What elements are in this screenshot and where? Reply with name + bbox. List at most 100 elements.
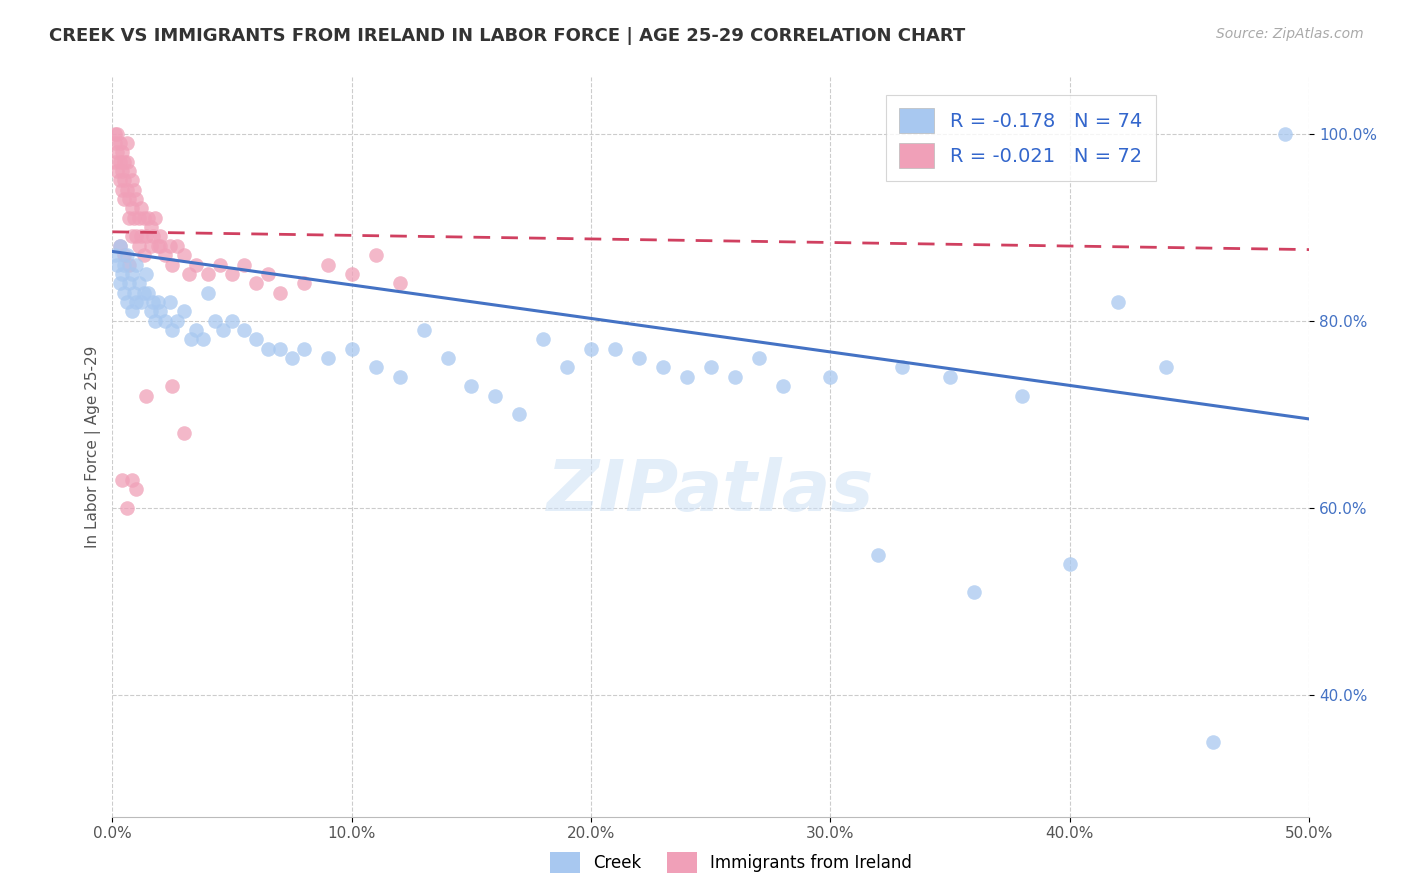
Point: [121, 173, 143, 187]
Point: [108, 136, 131, 150]
Point: [186, 258, 208, 272]
Point: [245, 277, 267, 291]
Point: [139, 220, 162, 235]
Point: [388, 369, 411, 384]
Point: [146, 239, 169, 253]
Point: [121, 267, 143, 281]
Point: [257, 342, 280, 356]
Point: [145, 211, 167, 225]
Point: [132, 285, 155, 300]
Point: [153, 314, 176, 328]
Point: [142, 229, 165, 244]
Point: [257, 267, 280, 281]
Point: [146, 295, 169, 310]
Point: [197, 267, 219, 281]
Point: [211, 323, 233, 337]
Point: [115, 295, 138, 310]
Point: [340, 267, 363, 281]
Point: [460, 379, 482, 393]
Legend: R = -0.178   N = 74, R = -0.021   N = 72: R = -0.178 N = 74, R = -0.021 N = 72: [886, 95, 1156, 181]
Point: [118, 258, 141, 272]
Point: [135, 267, 157, 281]
Point: [121, 229, 143, 244]
Point: [221, 267, 243, 281]
Point: [139, 239, 162, 253]
Point: [159, 239, 181, 253]
Point: [136, 211, 159, 225]
Point: [108, 154, 131, 169]
Point: [162, 258, 184, 272]
Point: [436, 351, 458, 365]
Point: [603, 342, 626, 356]
Point: [412, 323, 434, 337]
Point: [245, 333, 267, 347]
Point: [868, 548, 890, 562]
Point: [112, 285, 135, 300]
Point: [125, 229, 148, 244]
Point: [292, 342, 315, 356]
Point: [112, 192, 135, 206]
Point: [139, 304, 162, 318]
Point: [115, 136, 138, 150]
Point: [105, 127, 128, 141]
Point: [388, 277, 411, 291]
Point: [128, 239, 150, 253]
Point: [108, 239, 131, 253]
Point: [891, 360, 914, 375]
Point: [125, 192, 148, 206]
Point: [105, 258, 128, 272]
Point: [129, 295, 152, 310]
Point: [104, 248, 127, 262]
Point: [292, 277, 315, 291]
Text: Source: ZipAtlas.com: Source: ZipAtlas.com: [1216, 27, 1364, 41]
Point: [180, 333, 202, 347]
Point: [166, 314, 188, 328]
Point: [108, 239, 131, 253]
Point: [149, 239, 172, 253]
Point: [121, 473, 143, 487]
Point: [153, 248, 176, 262]
Point: [652, 360, 675, 375]
Text: CREEK VS IMMIGRANTS FROM IRELAND IN LABOR FORCE | AGE 25-29 CORRELATION CHART: CREEK VS IMMIGRANTS FROM IRELAND IN LABO…: [49, 27, 966, 45]
Point: [128, 277, 150, 291]
Point: [820, 369, 842, 384]
Point: [281, 351, 304, 365]
Point: [197, 285, 219, 300]
Point: [118, 277, 141, 291]
Point: [121, 304, 143, 318]
Point: [125, 258, 148, 272]
Point: [105, 164, 128, 178]
Point: [118, 164, 141, 178]
Point: [555, 360, 578, 375]
Point: [135, 388, 157, 402]
Point: [149, 229, 172, 244]
Point: [1202, 735, 1225, 749]
Point: [122, 211, 145, 225]
Point: [209, 258, 232, 272]
Point: [1011, 388, 1033, 402]
Point: [115, 500, 138, 515]
Point: [149, 304, 172, 318]
Point: [364, 360, 387, 375]
Point: [484, 388, 506, 402]
Point: [136, 285, 159, 300]
Point: [111, 267, 134, 281]
Point: [112, 258, 135, 272]
Point: [508, 407, 530, 421]
Point: [111, 473, 134, 487]
Point: [186, 323, 208, 337]
Point: [135, 229, 157, 244]
Point: [115, 248, 138, 262]
Point: [269, 342, 291, 356]
Point: [1154, 360, 1177, 375]
Point: [173, 425, 195, 440]
Point: [115, 183, 138, 197]
Point: [132, 248, 155, 262]
Point: [122, 183, 145, 197]
Point: [162, 379, 184, 393]
Point: [122, 285, 145, 300]
Point: [159, 295, 181, 310]
Point: [700, 360, 723, 375]
Point: [1059, 557, 1081, 571]
Point: [579, 342, 602, 356]
